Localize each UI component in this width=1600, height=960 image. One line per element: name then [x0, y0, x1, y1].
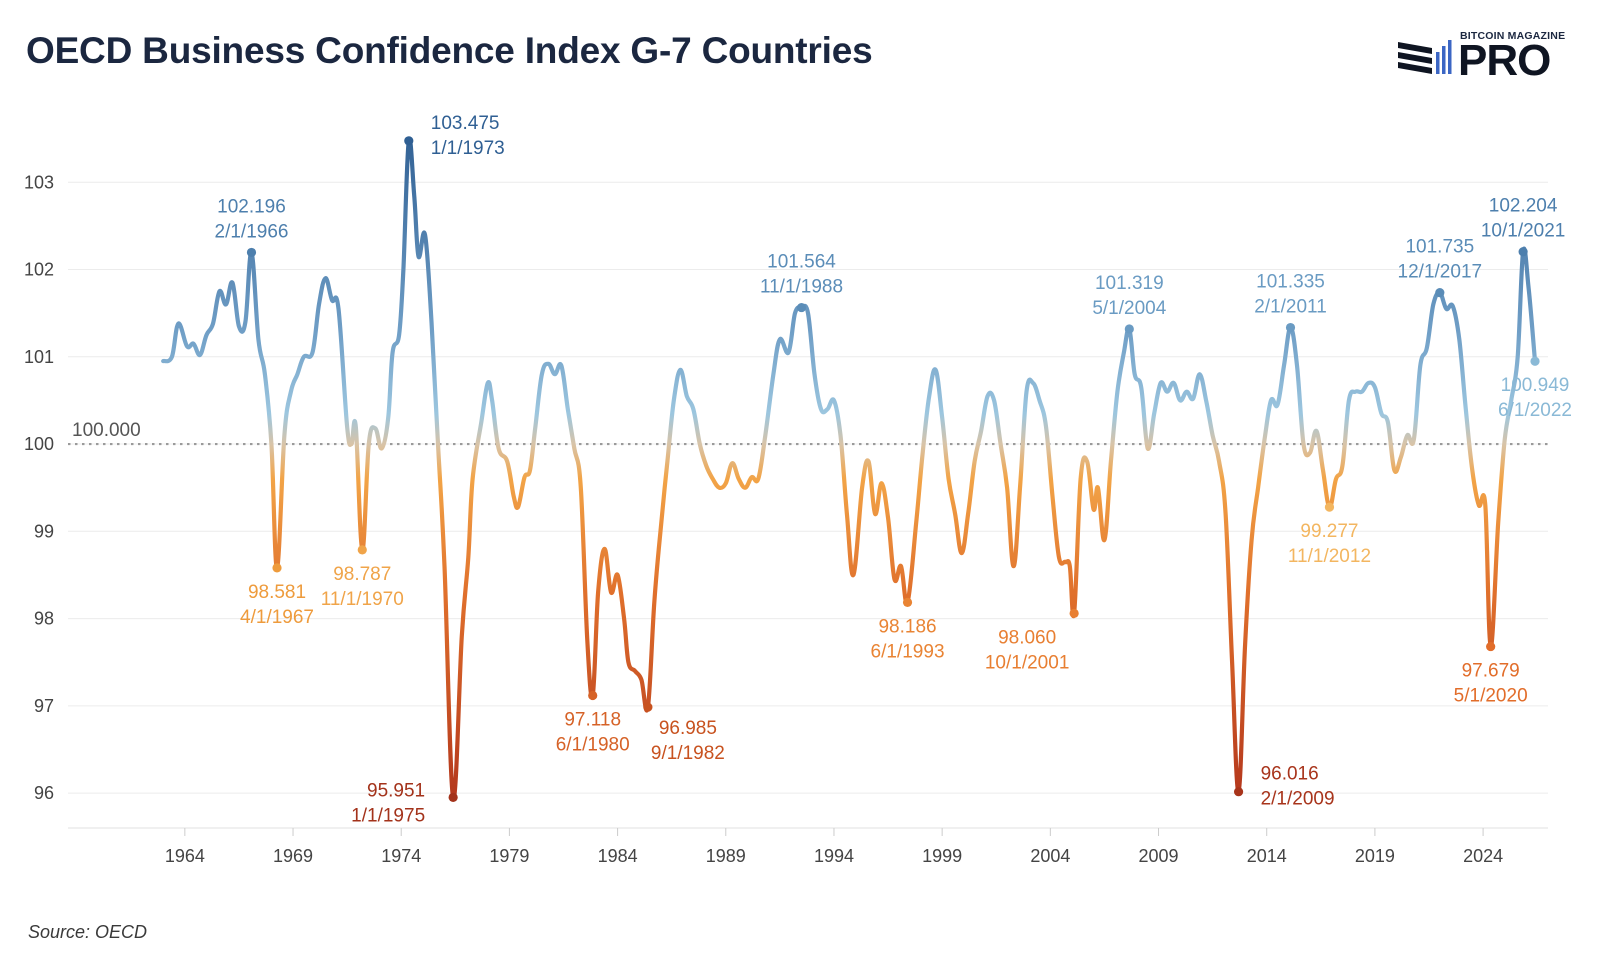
bitcoin-magazine-pro-logo: BITCOIN MAGAZINE PRO — [1398, 28, 1588, 88]
annotation-value-7: 101.564 — [767, 252, 836, 273]
annotation-point-14 — [1435, 288, 1445, 298]
annotation-date-10: 5/1/2004 — [1092, 298, 1166, 319]
annotation-date-1: 4/1/1967 — [240, 607, 314, 628]
x-axis: 1964 1969 1974 1979 1984 1989 1994 1999 2004 2009… — [68, 827, 1548, 866]
annotation-date-7: 11/1/1988 — [760, 277, 843, 298]
annotation-value-14: 101.735 — [1405, 237, 1474, 258]
annotation-point-3 — [404, 136, 414, 146]
x-tick-2004: 2004 — [1030, 846, 1070, 866]
annotation-date-9: 10/1/2001 — [985, 652, 1070, 673]
logo-main-text: PRO — [1458, 36, 1551, 85]
x-tick-1994: 1994 — [814, 846, 854, 866]
annotation-point-8 — [902, 597, 913, 607]
annotations: 102.196 2/1/1966 98.581 4/1/1967 98.787 11/1/… — [215, 113, 1573, 827]
annotation-value-6: 96.985 — [659, 718, 717, 739]
reference-line-label: 100.000 — [72, 420, 141, 441]
annotation-date-3: 1/1/1973 — [431, 138, 505, 159]
logo-top-text: BITCOIN MAGAZINE — [1460, 30, 1566, 42]
annotation-point-12 — [1285, 322, 1296, 333]
x-tick-1969: 1969 — [273, 846, 313, 866]
annotation-date-2: 11/1/1970 — [321, 589, 404, 610]
annotation-date-16: 10/1/2021 — [1481, 221, 1566, 242]
annotation-date-17: 6/1/2022 — [1498, 400, 1572, 421]
annotation-point-10 — [1124, 324, 1134, 334]
annotation-value-8: 98.186 — [878, 616, 936, 637]
annotation-point-15 — [1486, 641, 1496, 652]
y-tick-100: 100 — [24, 434, 54, 454]
reference-line-100: 100.000 — [68, 420, 1548, 446]
annotation-date-13: 11/1/2012 — [1288, 546, 1371, 567]
annotation-value-17: 100.949 — [1501, 375, 1570, 396]
annotation-date-5: 6/1/1980 — [556, 735, 630, 756]
annotation-point-16 — [1518, 247, 1528, 257]
annotation-value-3: 103.475 — [431, 113, 500, 134]
x-tick-2024: 2024 — [1463, 846, 1503, 866]
y-tick-98: 98 — [34, 609, 54, 629]
annotation-value-15: 97.679 — [1462, 661, 1520, 682]
x-tick-2019: 2019 — [1355, 846, 1395, 866]
annotation-point-0 — [246, 247, 257, 258]
annotation-point-4 — [448, 792, 458, 802]
annotation-date-12: 2/1/2011 — [1254, 297, 1327, 318]
annotation-point-5 — [588, 690, 598, 701]
source-note: Source: OECD — [28, 922, 148, 942]
y-tick-101: 101 — [24, 347, 54, 367]
chart-title: OECD Business Confidence Index G-7 Count… — [26, 30, 873, 71]
annotation-point-17 — [1530, 356, 1540, 366]
logo-stripes-icon — [1398, 40, 1452, 74]
annotation-point-9 — [1069, 608, 1079, 618]
annotation-value-1: 98.581 — [248, 582, 306, 603]
x-tick-1964: 1964 — [165, 846, 205, 866]
annotation-value-0: 102.196 — [217, 196, 286, 217]
y-tick-103: 103 — [24, 172, 54, 192]
y-tick-99: 99 — [34, 521, 54, 541]
x-tick-1999: 1999 — [922, 846, 962, 866]
annotation-point-6 — [643, 702, 653, 712]
x-tick-1979: 1979 — [489, 846, 529, 866]
annotation-date-15: 5/1/2020 — [1454, 686, 1528, 707]
annotation-value-2: 98.787 — [333, 564, 391, 585]
annotation-point-1 — [272, 563, 282, 573]
annotation-date-4: 1/1/1975 — [351, 805, 425, 826]
annotation-value-16: 102.204 — [1489, 196, 1558, 217]
x-tick-2014: 2014 — [1247, 846, 1287, 866]
annotation-date-8: 6/1/1993 — [871, 641, 945, 662]
x-tick-1974: 1974 — [381, 846, 421, 866]
annotation-point-2 — [357, 545, 367, 555]
y-axis: 96 97 98 99 100 101 102 103 — [24, 172, 54, 803]
annotation-date-6: 9/1/1982 — [651, 743, 725, 764]
series-line — [161, 136, 1538, 801]
y-tick-96: 96 — [34, 783, 54, 803]
annotation-value-13: 99.277 — [1300, 521, 1358, 542]
series-bci — [161, 136, 1538, 801]
y-tick-102: 102 — [24, 260, 54, 280]
x-tick-1989: 1989 — [706, 846, 746, 866]
annotation-value-9: 98.060 — [998, 627, 1056, 648]
annotation-value-5: 97.118 — [564, 710, 621, 731]
annotation-point-13 — [1324, 502, 1335, 512]
y-tick-97: 97 — [34, 696, 54, 716]
annotation-value-4: 95.951 — [367, 780, 425, 801]
annotation-point-11 — [1233, 787, 1244, 797]
annotation-point-7 — [796, 302, 807, 313]
x-tick-2009: 2009 — [1139, 846, 1179, 866]
annotation-date-11: 2/1/2009 — [1261, 789, 1335, 810]
annotation-date-14: 12/1/2017 — [1398, 262, 1483, 283]
annotation-value-12: 101.335 — [1256, 272, 1325, 293]
annotation-value-11: 96.016 — [1261, 764, 1319, 785]
annotation-value-10: 101.319 — [1095, 273, 1164, 294]
annotation-date-0: 2/1/1966 — [215, 221, 289, 242]
x-tick-1984: 1984 — [598, 846, 638, 866]
